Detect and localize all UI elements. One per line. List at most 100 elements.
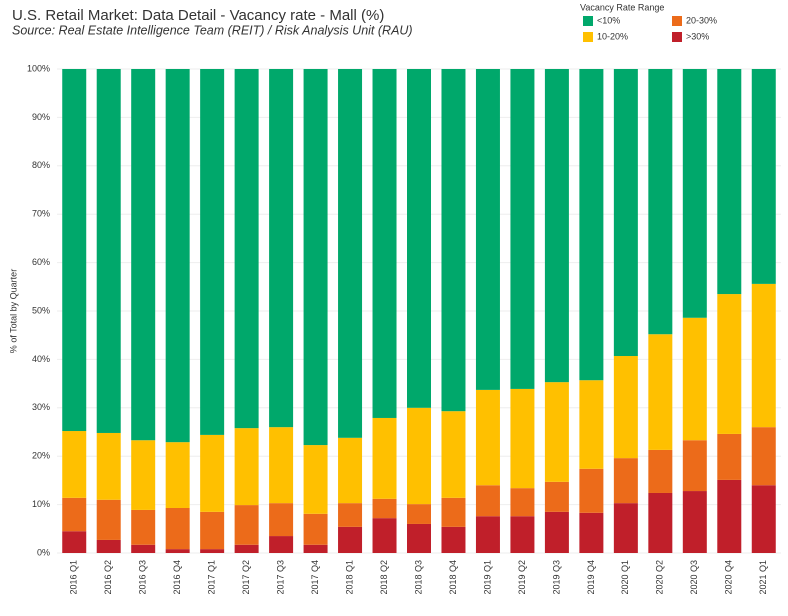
bar-segment — [579, 512, 604, 553]
x-tick-label: 2017 Q4 — [310, 560, 320, 595]
bar-segment — [682, 440, 707, 492]
bar-segment — [717, 69, 742, 295]
y-tick-label: 80% — [32, 160, 50, 170]
x-tick-label: 2020 Q2 — [655, 560, 665, 595]
bar-segment — [131, 440, 156, 510]
bar-segment — [579, 468, 604, 513]
bar-segment — [613, 458, 638, 504]
bar-segment — [96, 539, 121, 553]
bar-segment — [717, 479, 742, 553]
bar-segment — [475, 485, 500, 517]
x-tick-label: 2017 Q1 — [207, 560, 217, 595]
x-tick-label: 2020 Q3 — [689, 560, 699, 595]
bar-segment — [510, 69, 535, 389]
x-tick-label: 2018 Q4 — [448, 560, 458, 595]
x-tick-label: 2020 Q1 — [620, 560, 630, 595]
bar-segment — [717, 294, 742, 434]
bar-segment — [407, 523, 431, 553]
bar-segment — [338, 503, 363, 527]
y-tick-label: 30% — [32, 402, 50, 412]
bar-segment — [579, 380, 604, 469]
bar-segment — [269, 427, 294, 504]
bar-segment — [372, 69, 397, 418]
bar-segment — [648, 334, 673, 450]
bar-segment — [269, 536, 294, 553]
x-tick-label: 2016 Q2 — [103, 560, 113, 595]
bar-segment — [613, 503, 638, 553]
bar-segment — [648, 492, 673, 553]
bar-segment — [441, 497, 466, 527]
x-tick-label: 2019 Q2 — [517, 560, 527, 595]
bar-segment — [441, 411, 466, 498]
bar-segment — [682, 317, 707, 441]
chart-subtitle: Source: Real Estate Intelligence Team (R… — [12, 23, 413, 37]
x-tick-label: 2019 Q3 — [551, 560, 561, 595]
bar-segment — [303, 445, 328, 514]
bar-segment — [338, 526, 363, 553]
legend-label: 10-20% — [597, 31, 628, 41]
bar-segment — [648, 69, 673, 335]
bar-segment — [613, 356, 638, 459]
bar-segment — [372, 417, 397, 499]
bar-segment — [682, 491, 707, 553]
bar-segment — [544, 511, 569, 553]
chart-title: U.S. Retail Market: Data Detail - Vacanc… — [12, 7, 384, 24]
bar-segment — [200, 511, 225, 550]
bar-segment — [407, 504, 431, 524]
x-tick-label: 2021 Q1 — [758, 560, 768, 595]
bar-segment — [234, 69, 259, 429]
bar-segment — [62, 69, 87, 432]
bar-segment — [303, 69, 328, 446]
y-tick-label: 90% — [32, 112, 50, 122]
bar-segment — [165, 69, 190, 443]
x-tick-label: 2016 Q3 — [138, 560, 148, 595]
x-tick-label: 2019 Q1 — [482, 560, 492, 595]
bar-segment — [62, 531, 87, 553]
bar-segment — [96, 69, 121, 433]
legend-swatch — [583, 16, 593, 26]
bar-segment — [62, 497, 87, 532]
x-tick-label: 2017 Q3 — [275, 560, 285, 595]
bar-segment — [165, 549, 190, 553]
x-tick-label: 2016 Q1 — [69, 560, 79, 595]
bar-segment — [475, 516, 500, 553]
bar-segment — [338, 69, 363, 438]
bar-segment — [131, 544, 156, 553]
bar-segment — [544, 481, 569, 512]
y-tick-label: 50% — [32, 305, 50, 315]
x-tick-label: 2018 Q3 — [413, 560, 423, 595]
bar-segment — [234, 428, 259, 506]
bar-segment — [510, 388, 535, 489]
bar-segment — [751, 427, 776, 486]
y-tick-label: 10% — [32, 499, 50, 509]
bar-segment — [441, 69, 466, 412]
bar-segment — [338, 437, 363, 504]
legend-swatch — [672, 32, 682, 42]
bar-segment — [269, 503, 294, 537]
x-tick-label: 2020 Q4 — [724, 560, 734, 595]
y-tick-label: 60% — [32, 257, 50, 267]
bar-segment — [544, 69, 569, 383]
y-tick-label: 70% — [32, 209, 50, 219]
y-tick-label: 0% — [37, 547, 50, 557]
bar-segment — [475, 69, 500, 390]
bar-segment — [131, 69, 156, 441]
bar-segment — [372, 498, 397, 519]
bar-segment — [510, 516, 535, 553]
bar-segment — [62, 431, 87, 498]
bar-segment — [544, 382, 569, 482]
bar-segment — [475, 389, 500, 486]
bar-segment — [200, 69, 225, 435]
bar-segment — [303, 544, 328, 553]
x-tick-label: 2017 Q2 — [241, 560, 251, 595]
bar-segment — [407, 407, 431, 505]
y-axis-label: % of Total by Quarter — [8, 269, 18, 353]
legend-label: 20-30% — [686, 15, 717, 25]
bar-segment — [303, 513, 328, 545]
bar-segment — [96, 499, 121, 540]
bar-segment — [165, 442, 190, 508]
y-tick-label: 20% — [32, 451, 50, 461]
x-tick-label: 2018 Q1 — [344, 560, 354, 595]
bar-segment — [407, 69, 431, 408]
